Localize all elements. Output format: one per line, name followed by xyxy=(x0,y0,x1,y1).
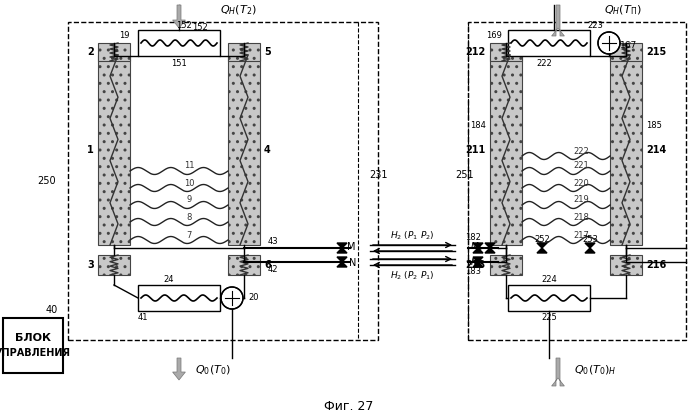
Text: 151: 151 xyxy=(171,59,187,67)
Text: 216: 216 xyxy=(646,260,666,270)
Text: 9: 9 xyxy=(187,196,192,204)
Bar xyxy=(508,285,590,311)
Text: 19: 19 xyxy=(120,31,130,39)
Text: N: N xyxy=(349,258,356,268)
Bar xyxy=(138,30,220,56)
Text: $H_2\ (P_1\ P_2)$: $H_2\ (P_1\ P_2)$ xyxy=(390,230,434,242)
Polygon shape xyxy=(173,5,185,28)
Bar xyxy=(508,30,590,56)
Bar xyxy=(68,22,378,340)
Text: 182: 182 xyxy=(465,234,481,242)
Bar xyxy=(468,22,686,340)
Text: 250: 250 xyxy=(37,176,56,186)
Text: 217: 217 xyxy=(573,230,589,240)
Text: Фиг. 27: Фиг. 27 xyxy=(324,400,374,413)
Text: $Q_H(T_{\Pi})$: $Q_H(T_{\Pi})$ xyxy=(604,3,642,17)
Text: 1: 1 xyxy=(87,145,94,155)
Text: 213: 213 xyxy=(466,260,486,270)
Text: 40: 40 xyxy=(45,305,58,315)
Text: 223: 223 xyxy=(587,20,603,30)
Text: 2: 2 xyxy=(87,47,94,57)
Polygon shape xyxy=(473,257,483,267)
Bar xyxy=(490,55,522,245)
Text: 219: 219 xyxy=(573,196,589,204)
Text: 42: 42 xyxy=(268,265,278,273)
Text: $N_1$: $N_1$ xyxy=(470,257,482,269)
Bar xyxy=(228,55,260,245)
Text: 8: 8 xyxy=(187,212,192,222)
Text: 253: 253 xyxy=(582,234,598,244)
Circle shape xyxy=(221,287,243,309)
Bar xyxy=(228,43,260,61)
Text: 211: 211 xyxy=(466,145,486,155)
Text: 41: 41 xyxy=(138,314,148,323)
Polygon shape xyxy=(173,358,185,380)
Bar xyxy=(228,255,260,275)
Text: 214: 214 xyxy=(646,145,666,155)
Polygon shape xyxy=(473,243,483,253)
Text: 20: 20 xyxy=(248,293,259,303)
Text: 252: 252 xyxy=(534,234,550,244)
Text: 183: 183 xyxy=(465,268,481,276)
Text: БЛОК: БЛОК xyxy=(15,333,51,343)
Text: 4: 4 xyxy=(264,145,271,155)
Text: 221: 221 xyxy=(573,161,589,171)
Circle shape xyxy=(598,32,620,54)
Text: 167: 167 xyxy=(620,41,637,51)
Bar xyxy=(3,318,63,373)
Bar xyxy=(490,255,522,275)
Text: 222: 222 xyxy=(573,146,589,155)
Polygon shape xyxy=(337,257,347,267)
Text: 169: 169 xyxy=(486,31,502,39)
Text: 152: 152 xyxy=(192,23,208,33)
Bar xyxy=(610,43,642,61)
Polygon shape xyxy=(585,243,595,253)
Bar xyxy=(98,43,130,61)
Text: $Q_0(T_0)$: $Q_0(T_0)$ xyxy=(195,363,231,377)
Text: 231: 231 xyxy=(369,170,387,180)
Bar xyxy=(490,43,522,61)
Text: 5: 5 xyxy=(264,47,271,57)
Text: $H_2\ (P_2\ P_1)$: $H_2\ (P_2\ P_1)$ xyxy=(390,270,434,282)
Bar xyxy=(98,255,130,275)
Text: 11: 11 xyxy=(184,161,194,171)
Text: 185: 185 xyxy=(646,120,662,130)
Text: M: M xyxy=(347,242,356,252)
Text: 215: 215 xyxy=(646,47,666,57)
Polygon shape xyxy=(552,358,564,386)
Text: 224: 224 xyxy=(541,275,557,285)
Text: 43: 43 xyxy=(268,237,279,247)
Text: 212: 212 xyxy=(466,47,486,57)
Text: 152: 152 xyxy=(176,20,192,30)
Text: 10: 10 xyxy=(184,178,194,188)
Text: $M_1$: $M_1$ xyxy=(470,241,483,253)
Text: 184: 184 xyxy=(470,120,486,130)
Text: 3: 3 xyxy=(87,260,94,270)
Polygon shape xyxy=(337,243,347,253)
Text: $Q_0(T_0)_H$: $Q_0(T_0)_H$ xyxy=(574,363,617,377)
Text: 251: 251 xyxy=(456,170,475,180)
Text: 222: 222 xyxy=(536,59,552,67)
Bar xyxy=(98,55,130,245)
Polygon shape xyxy=(537,243,547,253)
Bar xyxy=(610,255,642,275)
Text: УПРАВЛЕНИЯ: УПРАВЛЕНИЯ xyxy=(0,348,71,358)
Text: 6: 6 xyxy=(264,260,271,270)
Text: 7: 7 xyxy=(187,230,192,240)
Bar xyxy=(610,55,642,245)
Text: $Q_H(T_2)$: $Q_H(T_2)$ xyxy=(220,3,257,17)
Text: 220: 220 xyxy=(573,178,589,188)
Text: 24: 24 xyxy=(164,275,174,285)
Polygon shape xyxy=(485,243,495,253)
Polygon shape xyxy=(552,5,564,36)
Text: 225: 225 xyxy=(541,314,557,323)
Text: 218: 218 xyxy=(573,212,589,222)
Bar xyxy=(138,285,220,311)
